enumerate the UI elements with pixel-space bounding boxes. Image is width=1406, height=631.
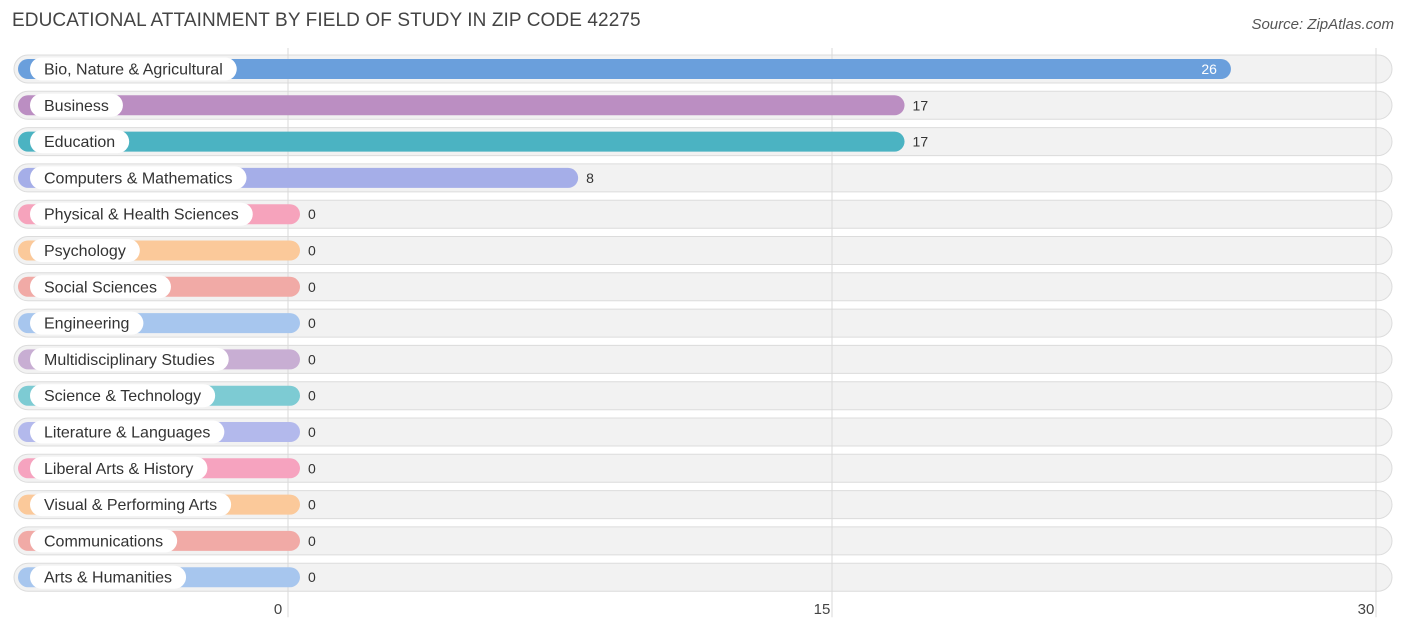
bar: [18, 59, 1231, 79]
category-label: Multidisciplinary Studies: [44, 352, 215, 369]
category-label: Arts & Humanities: [44, 570, 172, 587]
row-background: [13, 490, 1393, 520]
value-label: 0: [308, 424, 316, 440]
row-background: [13, 417, 1393, 447]
category-label-pill: [30, 456, 208, 480]
value-label: 0: [308, 569, 316, 585]
category-label-pill: [30, 311, 144, 335]
row-background: [13, 526, 1393, 556]
row-background: [13, 381, 1393, 411]
value-label: 0: [308, 497, 316, 513]
row-background: [13, 236, 1393, 265]
value-label: 26: [1201, 61, 1217, 77]
value-label: 0: [308, 243, 316, 259]
category-label: Literature & Languages: [44, 425, 210, 442]
bar: [18, 131, 905, 152]
category-label-pill: [30, 57, 237, 81]
category-label-pill: [30, 384, 216, 408]
category-label-pill: [30, 347, 229, 371]
row-background: [13, 344, 1393, 374]
chart-title: EDUCATIONAL ATTAINMENT BY FIELD OF STUDY…: [12, 10, 641, 31]
row-background: [13, 308, 1393, 338]
row-background: [13, 453, 1393, 483]
value-label: 0: [308, 388, 316, 404]
value-label: 8: [586, 170, 594, 186]
value-label: 17: [913, 134, 929, 150]
x-tick-label: 15: [814, 601, 831, 618]
category-label: Communications: [44, 533, 163, 550]
value-label: 0: [308, 533, 316, 549]
category-label: Visual & Performing Arts: [44, 497, 217, 514]
category-label-pill: [30, 493, 232, 517]
value-label: 0: [308, 206, 316, 222]
category-label: Science & Technology: [44, 388, 201, 405]
category-label-pill: [30, 275, 171, 299]
value-label: 0: [308, 279, 316, 295]
category-label: Education: [44, 134, 115, 151]
value-label: 0: [308, 351, 316, 367]
row-background: [13, 199, 1393, 229]
category-label: Computers & Mathematics: [44, 170, 233, 187]
bar: [18, 95, 905, 116]
category-label: Business: [44, 98, 109, 115]
category-label-pill: [30, 529, 178, 553]
row-background: [13, 562, 1393, 592]
category-label-pill: [30, 202, 253, 226]
category-label-pill: [30, 565, 187, 589]
x-tick-label: 30: [1358, 601, 1375, 618]
source-label: Source: ZipAtlas.com: [1251, 16, 1394, 33]
category-label: Psychology: [44, 243, 126, 260]
value-label: 17: [913, 97, 929, 113]
category-label: Social Sciences: [44, 279, 157, 296]
category-label-pill: [30, 130, 130, 154]
row-background: [13, 272, 1393, 302]
category-label-pill: [30, 166, 247, 190]
value-label: 0: [308, 315, 316, 331]
category-label-pill: [30, 239, 140, 262]
value-label: 0: [308, 460, 316, 476]
category-label: Engineering: [44, 316, 129, 333]
category-label-pill: [30, 420, 225, 444]
x-tick-label: 0: [274, 601, 282, 618]
category-label-pill: [30, 93, 123, 117]
bars: Bio, Nature & Agricultural 26 Business 17 Ed…: [18, 57, 1231, 589]
category-label: Physical & Health Sciences: [44, 207, 239, 224]
category-label: Bio, Nature & Agricultural: [44, 62, 223, 79]
category-label: Liberal Arts & History: [44, 461, 193, 478]
x-axis-ticks: 0 15 30: [274, 601, 1375, 618]
